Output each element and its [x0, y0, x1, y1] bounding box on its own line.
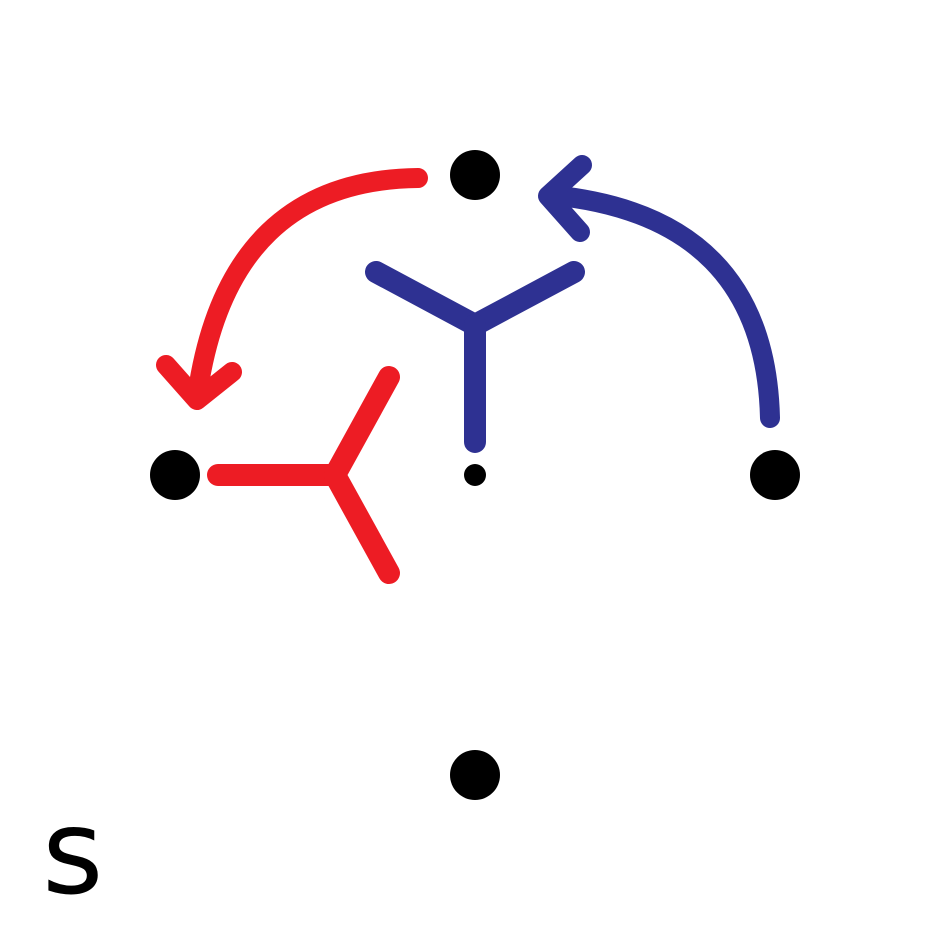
left-dot [150, 450, 200, 500]
corner-label: s [42, 783, 103, 921]
center-dot [464, 464, 486, 486]
top-dot [450, 150, 500, 200]
bottom-dot [450, 750, 500, 800]
red-arrow-head [156, 355, 242, 410]
red-y-symbol [207, 366, 400, 584]
red-arrow-arc [188, 168, 428, 400]
blue-rotation-arrow [538, 155, 780, 428]
right-dot [750, 450, 800, 500]
blue-y-symbol [365, 261, 585, 453]
dots [150, 150, 800, 800]
blue-arrow-arc [540, 185, 780, 428]
red-rotation-arrow [156, 168, 428, 410]
blue-arrow-head [538, 155, 592, 242]
